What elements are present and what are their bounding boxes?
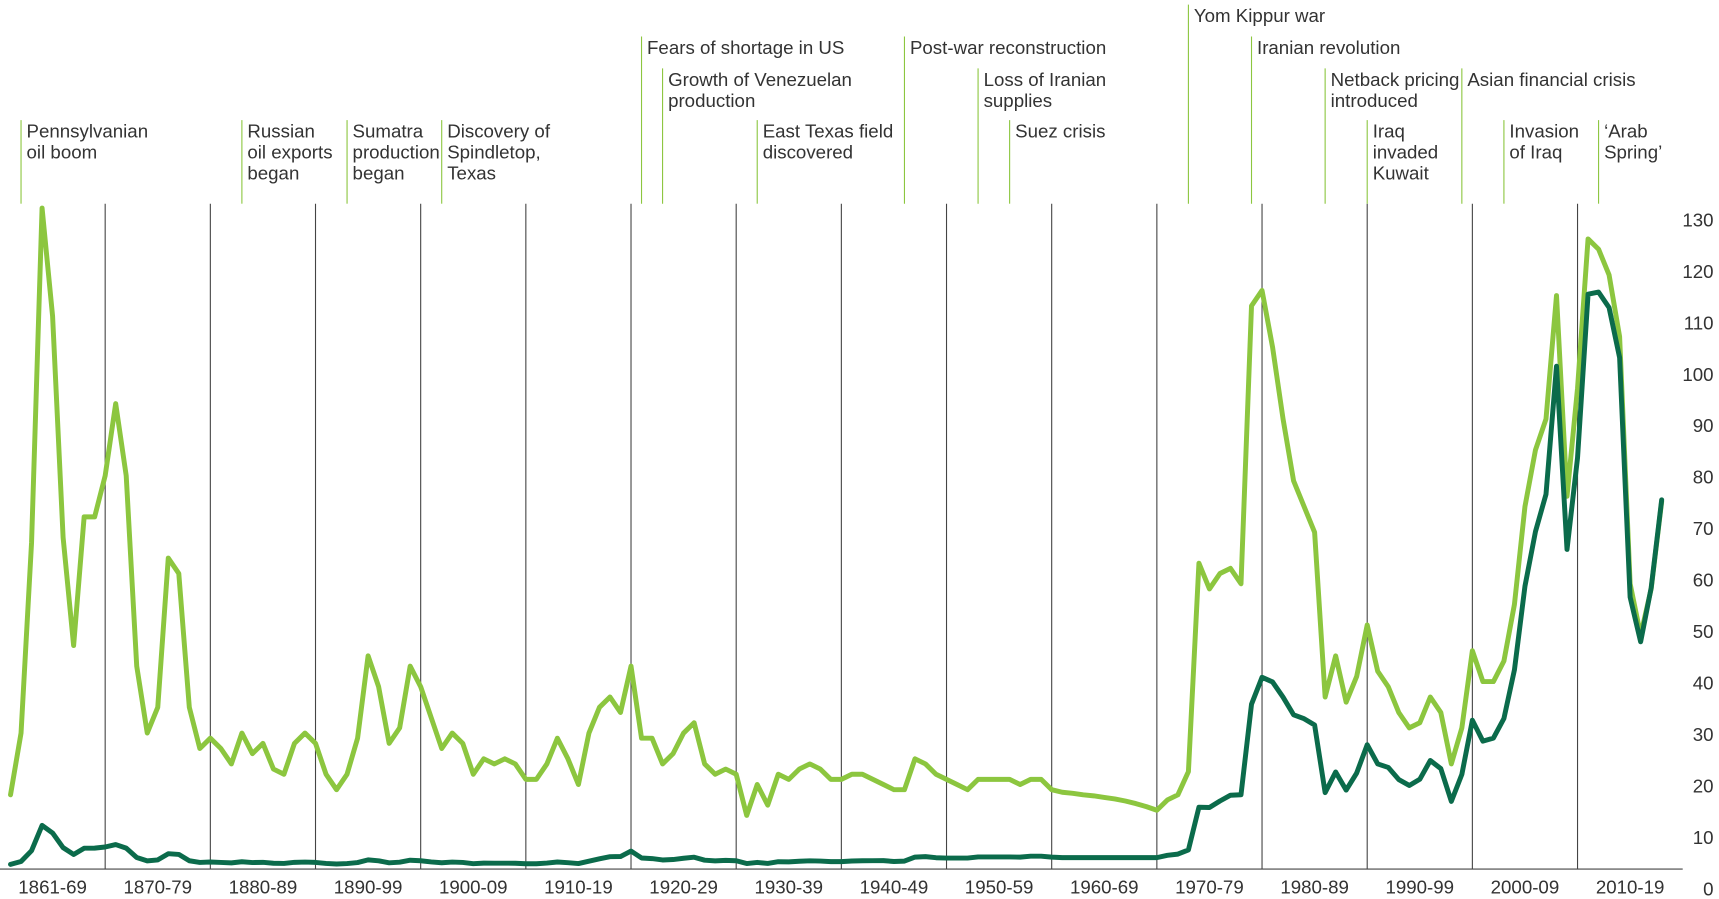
- annotation-text: Growth of Venezuelan: [668, 69, 852, 90]
- annotation-text: began: [247, 162, 299, 183]
- y-tick-label: 10: [1693, 827, 1714, 848]
- annotation-text: Sumatra: [353, 121, 424, 142]
- annotation-text: Spindletop,: [447, 142, 541, 163]
- annotation-text: Yom Kippur war: [1194, 5, 1325, 26]
- annotation-text: production: [668, 90, 755, 111]
- x-tick-label: 1880-89: [229, 876, 298, 897]
- annotation-text: Netback pricing: [1331, 69, 1460, 90]
- y-tick-label: 40: [1693, 673, 1714, 694]
- annotation-text: began: [353, 162, 405, 183]
- x-tick-label: 1930-39: [754, 876, 823, 897]
- annotation-text: of Iraq: [1509, 142, 1562, 163]
- x-tick-label: 1920-29: [649, 876, 718, 897]
- annotation-text: Kuwait: [1373, 162, 1430, 183]
- annotation-text: Loss of Iranian: [984, 69, 1107, 90]
- x-tick-label: 1950-59: [965, 876, 1034, 897]
- annotation-text: East Texas field: [763, 121, 894, 142]
- price-line: [8, 289, 1665, 867]
- annotation-text: Texas: [447, 162, 496, 183]
- x-tick-label: 2010-19: [1596, 876, 1665, 897]
- y-tick-label: 120: [1682, 261, 1713, 282]
- y-tick-label: 70: [1693, 518, 1714, 539]
- annotation-text: discovered: [763, 142, 853, 163]
- x-tick-label: 1910-19: [544, 876, 613, 897]
- annotation-text: ‘Arab: [1604, 121, 1648, 142]
- y-tick-label: 30: [1693, 724, 1714, 745]
- price-line: [8, 205, 1665, 818]
- x-tick-label: 2000-09: [1491, 876, 1560, 897]
- annotation-text: Iraq: [1373, 121, 1405, 142]
- annotation-text: Pennsylvanian: [27, 121, 149, 142]
- x-tick-label: 1990-99: [1385, 876, 1454, 897]
- annotation-text: Discovery of: [447, 121, 551, 142]
- annotation-text: Russian: [247, 121, 315, 142]
- x-tick-label: 1960-69: [1070, 876, 1139, 897]
- y-tick-label: 60: [1693, 570, 1714, 591]
- y-tick-label: 100: [1682, 364, 1713, 385]
- y-tick-label: 80: [1693, 467, 1714, 488]
- x-tick-label: 1890-99: [334, 876, 403, 897]
- annotation-text: oil exports: [247, 142, 332, 163]
- y-tick-label: 90: [1693, 415, 1714, 436]
- annotation-text: Post-war reconstruction: [910, 37, 1106, 58]
- annotation-text: Asian financial crisis: [1467, 69, 1635, 90]
- y-tick-label: 20: [1693, 776, 1714, 797]
- y-tick-label: 130: [1682, 209, 1713, 230]
- annotation-text: production: [353, 142, 440, 163]
- x-tick-label: 1870-79: [123, 876, 192, 897]
- annotation-text: supplies: [984, 90, 1053, 111]
- y-tick-label: 0: [1703, 878, 1713, 899]
- annotation-text: Fears of shortage in US: [647, 37, 844, 58]
- annotation-text: Suez crisis: [1015, 121, 1105, 142]
- annotation-text: invaded: [1373, 142, 1438, 163]
- annotation-text: Spring’: [1604, 142, 1662, 163]
- annotation-text: Iranian revolution: [1257, 37, 1400, 58]
- x-tick-label: 1940-49: [860, 876, 929, 897]
- x-tick-label: 1861-69: [18, 876, 87, 897]
- annotation-text: introduced: [1331, 90, 1418, 111]
- x-tick-label: 1970-79: [1175, 876, 1244, 897]
- annotation-text: Invasion: [1509, 121, 1579, 142]
- x-tick-label: 1900-09: [439, 876, 508, 897]
- x-tick-label: 1980-89: [1280, 876, 1349, 897]
- y-tick-label: 50: [1693, 621, 1714, 642]
- y-tick-label: 110: [1684, 312, 1714, 333]
- annotation-text: oil boom: [27, 142, 98, 163]
